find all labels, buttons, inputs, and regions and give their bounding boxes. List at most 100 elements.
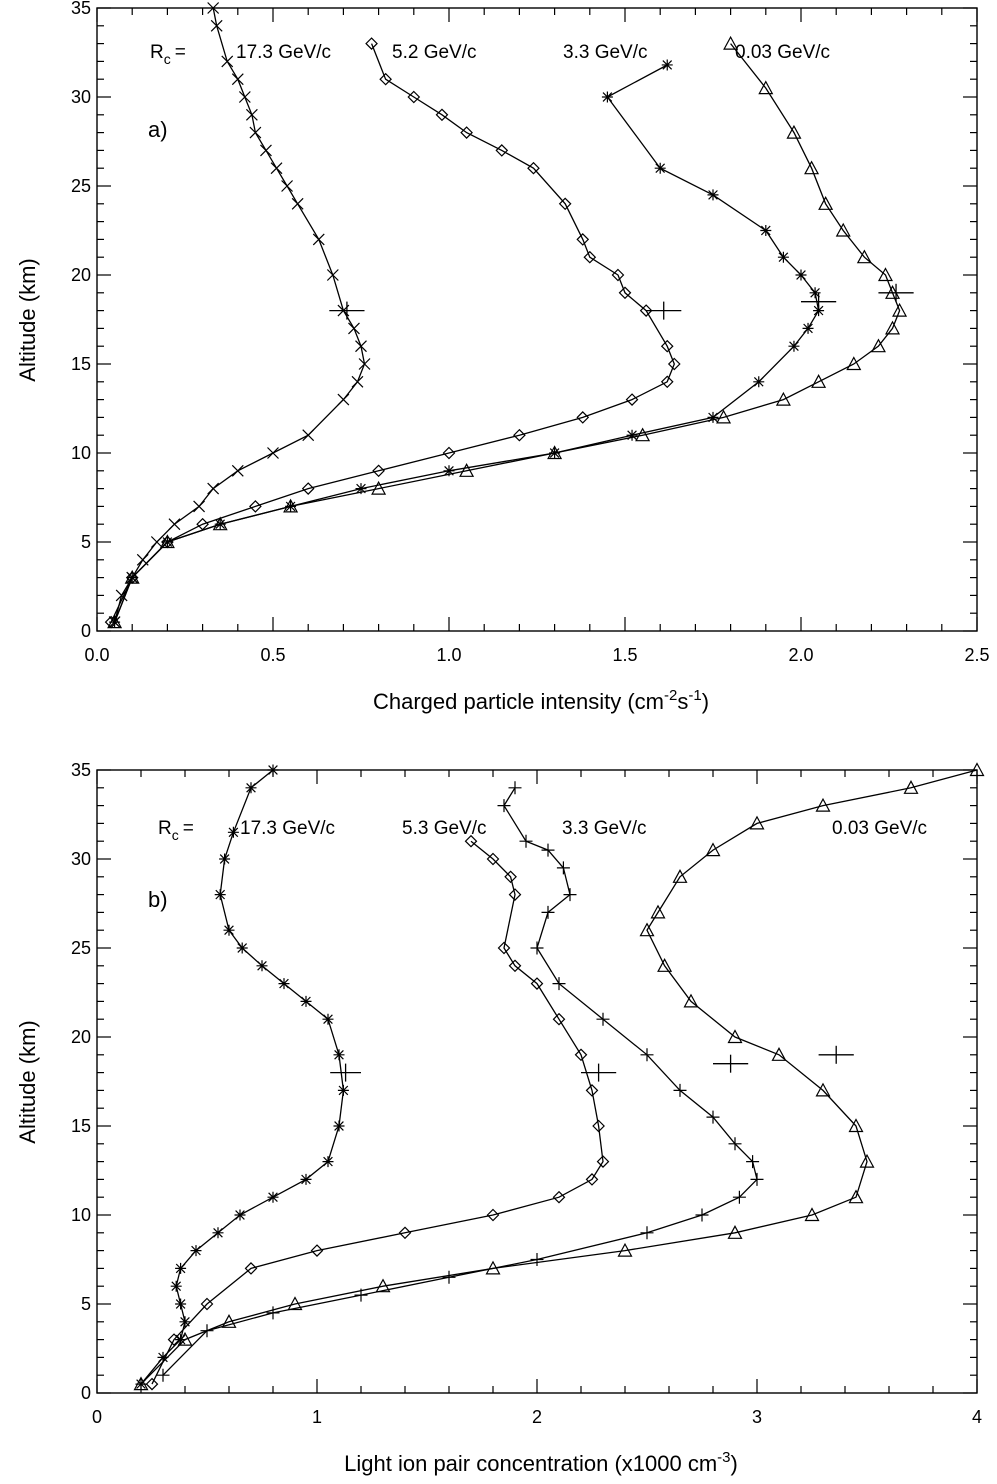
panel-a-point-17-3	[221, 55, 234, 68]
panel-a-point-5-2	[576, 411, 590, 424]
panel-b-point-5-3	[592, 1119, 605, 1133]
panel-b-point-5-3	[552, 1190, 566, 1204]
panel-b-point-3-3	[442, 1270, 456, 1284]
panel-b-point-3-3	[541, 843, 555, 857]
panel-a-tick-labels: 0.0 0.5 1.0 1.5 2.0 2.5 0 5 10 15 20 25 30 35	[71, 0, 990, 665]
panel-b-point-5-3	[508, 959, 522, 973]
panel-a-point-0-03	[870, 338, 886, 353]
panel-a-point-3-3	[443, 465, 455, 477]
panel-b-point-5-3	[310, 1244, 324, 1257]
panel-b-point-0-03	[727, 1225, 743, 1239]
panel-b-point-0-03	[848, 1118, 864, 1133]
panel-a-point-3-3	[355, 483, 367, 495]
panel-b-x-axis-title: Light ion pair concentration (x1000 cm-3…	[344, 1449, 738, 1476]
panel-a-point-0-03	[107, 614, 123, 629]
panel-a-point-3-3	[654, 162, 666, 174]
panel-a-point-17-3	[245, 108, 258, 121]
panel-b-xlabel-end: )	[731, 1451, 738, 1476]
panel-b-point-5-3	[552, 1012, 566, 1026]
panel-a-point-5-2	[527, 161, 540, 175]
panel-a-point-3-3	[601, 91, 613, 103]
panel-b-point-17-3	[179, 1316, 191, 1328]
panel-a-point-17-3	[231, 73, 244, 86]
panel-a-point-0-03	[818, 196, 834, 210]
panel-a-point-5-2	[407, 90, 421, 104]
panel-b-point-17-3	[322, 1013, 334, 1025]
panel-b-point-17-3	[267, 1191, 279, 1203]
panel-a-point-17-3	[231, 464, 244, 477]
panel-b-point-17-3	[322, 1156, 334, 1168]
panel-a-point-5-2	[249, 500, 262, 513]
panel-a-point-3-3	[707, 189, 719, 201]
panel-b-point-0-03	[903, 780, 919, 794]
panel-a-point-0-03	[892, 302, 908, 317]
panel-a-point-17-3	[270, 162, 283, 175]
panel-a-point-17-3	[267, 447, 279, 459]
panel-b-point-0-03	[969, 762, 985, 777]
panel-a-point-3-3	[809, 287, 821, 299]
panel-b-point-3-3	[706, 1110, 720, 1124]
panel-a-point-17-3	[249, 126, 262, 139]
panel-b-point-0-03	[815, 797, 831, 812]
panel-a-point-0-03	[786, 124, 802, 139]
panel-a-point-5-2	[625, 393, 639, 406]
panel-a-ytick-label: 30	[71, 87, 91, 107]
panel-b-point-0-03	[683, 993, 699, 1008]
panel-a-point-0-03	[856, 249, 872, 264]
panel-a-ticks	[96, 7, 978, 632]
panel-a-point-0-03	[811, 374, 827, 388]
panel-a-point-5-2	[660, 375, 674, 389]
panel-b-point-0-03	[287, 1296, 303, 1311]
panel-b-point-17-3	[333, 1049, 345, 1061]
panel-b-point-0-03	[859, 1153, 875, 1168]
panel-b-rc-equals: =	[183, 818, 194, 839]
panel-a-point-5-2	[576, 233, 590, 246]
panel-a-point-0-03	[775, 391, 791, 406]
panel-a-point-3-3	[661, 59, 673, 71]
panel-b-point-0-03	[650, 904, 666, 919]
panel-a-point-0-03	[885, 320, 901, 335]
panel-a-ytick-label: 25	[71, 176, 91, 196]
panel-b-point-3-3	[508, 781, 522, 795]
panel-b-point-5-3	[486, 1208, 500, 1222]
panel-b-legend-3-3: 3.3 GeV/c	[562, 818, 647, 839]
panel-b-ytick-label: 35	[71, 760, 91, 780]
panel-b-point-3-3	[732, 1190, 746, 1204]
panel-b-point-3-3	[673, 1083, 687, 1097]
panel-b-point-5-3	[585, 1173, 599, 1186]
panel-b-point-3-3	[530, 941, 544, 955]
panel-b-point-3-3	[640, 1048, 654, 1062]
panel-b-point-5-3	[530, 977, 544, 990]
panel-b-point-17-3	[267, 764, 279, 776]
panel-a-point-0-03	[283, 498, 299, 513]
panel-b-point-3-3	[746, 1155, 760, 1169]
panel-b-point-0-03	[705, 842, 721, 857]
panel-a-point-17-3	[210, 19, 223, 32]
panel-a-y-axis-title: Altitude (km)	[15, 258, 40, 381]
panel-b-point-17-3	[223, 924, 235, 936]
panel-a-point-5-2	[618, 286, 632, 300]
panel-b-point-17-3	[190, 1245, 202, 1257]
panel-a-point-0-03	[459, 463, 475, 477]
panel-a-point-5-2	[301, 482, 315, 495]
panel-b-series-17-3	[135, 764, 361, 1390]
panel-b-point-0-03	[485, 1260, 501, 1275]
panel-a-xtick-label: 0.5	[260, 645, 285, 665]
panel-a-rc-symbol: R	[150, 42, 164, 63]
panel-b-point-5-3	[585, 1084, 599, 1097]
panel-b-series-line-5-3	[151, 840, 604, 1385]
panel-a-point-5-2	[372, 464, 385, 478]
panel-a-legend-5-2: 5.2 GeV/c	[392, 42, 477, 63]
panel-a-point-17-3	[260, 144, 272, 157]
panel-a-ytick-label: 5	[81, 532, 91, 552]
panel-b-point-17-3	[170, 1280, 182, 1292]
panel-a-point-17-3	[193, 500, 206, 513]
panel-b-xtick-label: 1	[312, 1407, 322, 1427]
panel-b-xtick-label: 4	[972, 1407, 982, 1427]
panel-a-series-0-03	[107, 35, 914, 629]
panel-b-point-17-3	[212, 1227, 224, 1239]
panel-a-frame	[96, 7, 978, 632]
panel-b-point-0-03	[727, 1029, 743, 1044]
panel-b-point-5-3	[497, 941, 511, 955]
panel-b-point-5-3	[596, 1155, 610, 1168]
